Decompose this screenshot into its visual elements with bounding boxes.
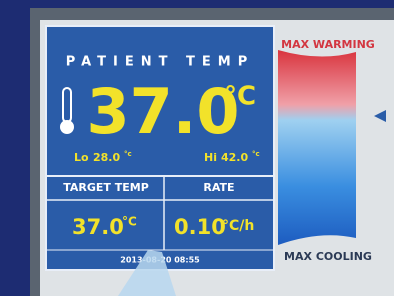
target-header: TARGET TEMP [63,181,149,194]
lo-label: Lo [74,151,89,164]
target-unit: °C [122,215,137,229]
hi-unit: °c [252,150,260,158]
lo-value: 28.0 [93,151,120,164]
hi-label: Hi [204,151,217,164]
rate-header: RATE [203,181,234,194]
device-screen: MAX WARMING MAX COOLING PATIENT TEMP 37.… [0,0,394,296]
hi-value: 42.0 [221,151,248,164]
patient-temp: 37.0 [87,75,240,148]
lo-unit: °c [124,150,132,158]
thermo-bulb [60,120,74,134]
patient-unit: °C [224,82,256,112]
rate-value: 0.10 [174,215,226,239]
max-cooling: MAX COOLING [284,250,372,263]
panel-title: PATIENT TEMP [66,55,254,70]
gauge-bar [278,50,356,245]
target-value: 37.0 [72,215,124,239]
max-warming: MAX WARMING [281,38,375,51]
rate-unit: °C/h [222,218,254,234]
page: MAX WARMING MAX COOLING PATIENT TEMP 37.… [0,0,394,296]
